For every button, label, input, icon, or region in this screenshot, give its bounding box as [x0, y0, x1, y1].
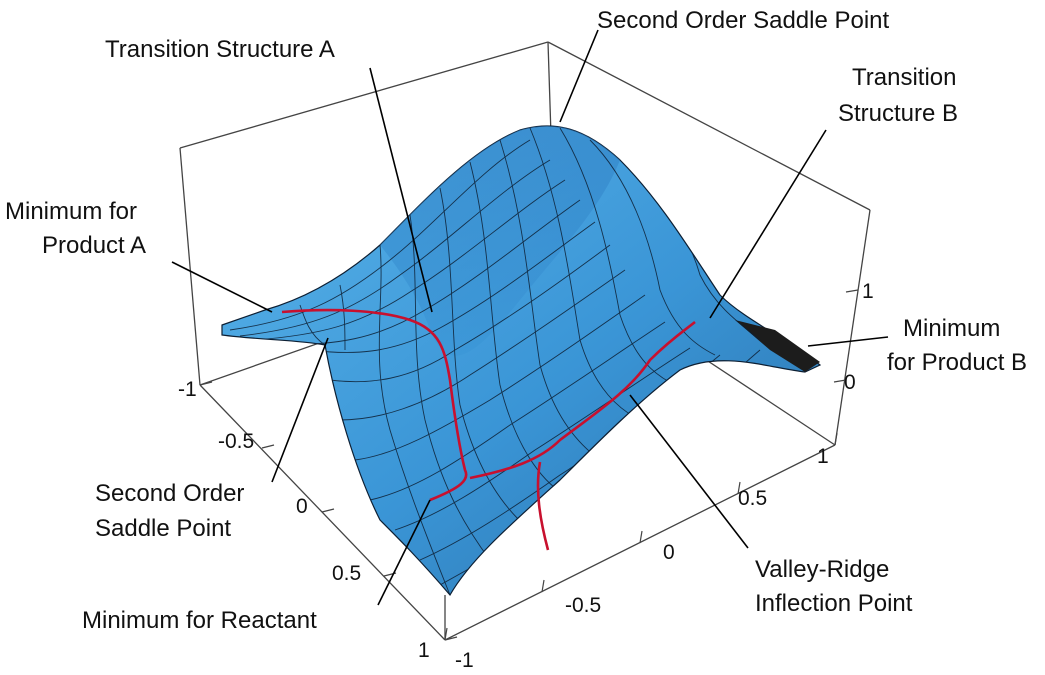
label-transition-structure-b-line1: Transition [852, 64, 956, 91]
left-tick-3: 0.5 [332, 562, 361, 585]
label-minimum-product-b-line2: for Product B [887, 349, 1027, 376]
leader-so-saddle-left [271, 337, 329, 483]
label-transition-structure-b-line2: Structure B [838, 100, 958, 127]
label-minimum-product-a-line2: Product A [42, 232, 146, 259]
reaction-paths [281, 308, 696, 551]
path-to-product-b [469, 320, 696, 480]
label-second-order-saddle-left-line2: Saddle Point [95, 515, 231, 542]
label-second-order-saddle-left-line1: Second Order [95, 480, 244, 507]
label-valley-ridge-line2: Inflection Point [755, 590, 913, 617]
vertical-tick-0: 0 [844, 371, 856, 394]
bottom-axis-ticks [444, 432, 838, 641]
left-tick-4: 1 [418, 639, 430, 662]
label-second-order-saddle-top: Second Order Saddle Point [597, 7, 890, 34]
leader-min-reactant [377, 499, 431, 606]
left-tick-1: -0.5 [218, 430, 254, 453]
leader-ts-b [709, 129, 827, 319]
leader-so-saddle-top [559, 29, 599, 123]
bottom-tick-0: -1 [455, 649, 474, 672]
bottom-tick-1: -0.5 [565, 594, 601, 617]
bottom-tick-2: 0 [663, 541, 675, 564]
bottom-tick-4: 1 [817, 445, 829, 468]
path-bifurcation [536, 461, 550, 551]
bottom-tick-3: 0.5 [738, 487, 767, 510]
label-minimum-product-a-line1: Minimum for [5, 198, 137, 225]
leader-min-prod-b [807, 336, 889, 347]
vertical-axis-ticks [833, 289, 859, 383]
label-transition-structure-a: Transition Structure A [105, 36, 335, 63]
label-minimum-for-reactant: Minimum for Reactant [82, 607, 317, 634]
leader-min-prod-a [171, 261, 273, 313]
left-axis-ticks [199, 381, 458, 641]
left-tick-0: -1 [178, 378, 197, 401]
left-tick-2: 0 [296, 495, 308, 518]
product-b-flap [735, 320, 820, 372]
vertical-tick-1: 1 [862, 280, 874, 303]
label-valley-ridge-line1: Valley-Ridge [755, 556, 889, 583]
leader-lines [171, 29, 889, 606]
leader-ts-a [369, 67, 433, 313]
path-to-product-a [281, 308, 468, 502]
energy-surface [221, 125, 822, 597]
leader-vri [629, 394, 749, 549]
label-minimum-product-b-line1: Minimum [903, 315, 1000, 342]
